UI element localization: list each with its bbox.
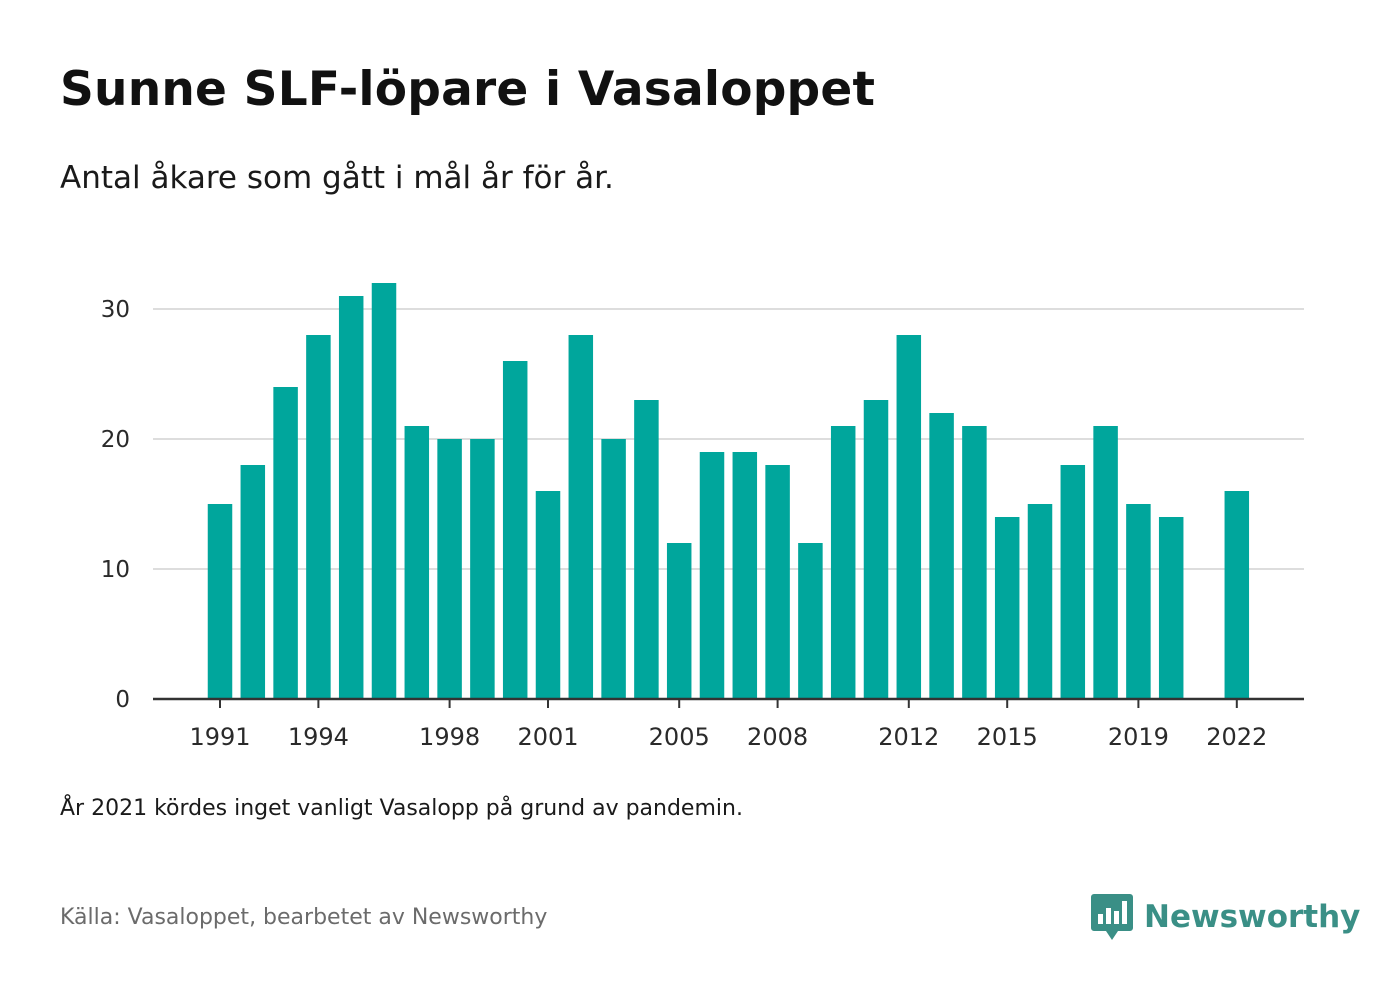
bar-2001 [535, 491, 561, 699]
y-tick-label: 20 [101, 427, 130, 453]
bar-2022 [1224, 491, 1250, 699]
x-tick-label: 1998 [419, 723, 480, 751]
bar-2016 [1027, 504, 1053, 699]
bar-2019 [1126, 504, 1151, 699]
bar-2012 [896, 335, 922, 699]
x-tick-label: 2012 [878, 723, 939, 751]
bar-2015 [994, 517, 1020, 699]
x-tick-label: 2022 [1206, 723, 1267, 751]
bar-2020 [1158, 517, 1184, 699]
source-credit: Källa: Vasaloppet, bearbetet av Newswort… [60, 905, 548, 930]
bar-2013 [929, 413, 954, 699]
x-tick-label: 2001 [517, 723, 578, 751]
bar-1994 [306, 335, 331, 699]
y-tick-label: 30 [101, 297, 130, 323]
bar-1997 [404, 426, 430, 699]
chart-title: Sunne SLF-löpare i Vasaloppet [60, 62, 876, 117]
y-tick-label: 0 [115, 687, 130, 713]
newsworthy-logo: Newsworthy [1090, 892, 1360, 942]
bar-2000 [502, 361, 528, 699]
bar-2011 [863, 400, 889, 699]
x-tick-label: 1991 [189, 723, 250, 751]
bar-2006 [699, 452, 725, 699]
bar-1999 [470, 439, 495, 699]
bar-2017 [1060, 465, 1086, 699]
bar-1996 [371, 283, 397, 699]
bar-2010 [830, 426, 856, 699]
bar-2008 [765, 465, 790, 699]
axes: 0 10 20 30 1991 1994 1998 2001 2005 2008 2012 2015 2… [101, 297, 1304, 751]
x-tick-label: 1994 [288, 723, 349, 751]
bar-1992 [240, 465, 266, 699]
chart-subtitle: Antal åkare som gått i mål år för år. [60, 160, 614, 196]
bar-chart-speech-bubble-icon [1091, 894, 1133, 940]
bar-2003 [601, 439, 626, 699]
bar-1991 [207, 504, 233, 699]
bar-2014 [962, 426, 987, 699]
bar-1998 [437, 439, 462, 699]
bar-1995 [338, 296, 364, 699]
bar-2005 [666, 543, 692, 699]
bar-2018 [1093, 426, 1118, 699]
logo-text: Newsworthy [1144, 899, 1361, 935]
x-tick-label: 2008 [747, 723, 808, 751]
x-tick-label: 2005 [649, 723, 710, 751]
bar-2004 [634, 400, 659, 699]
y-tick-label: 10 [101, 557, 130, 583]
bars [207, 283, 1250, 699]
bar-2007 [732, 452, 758, 699]
bar-1993 [273, 387, 298, 699]
x-tick-label: 2019 [1108, 723, 1169, 751]
bar-2002 [568, 335, 594, 699]
chart-note: År 2021 kördes inget vanligt Vasalopp på… [60, 796, 743, 821]
bar-2009 [798, 543, 823, 699]
x-tick-label: 2015 [977, 723, 1038, 751]
